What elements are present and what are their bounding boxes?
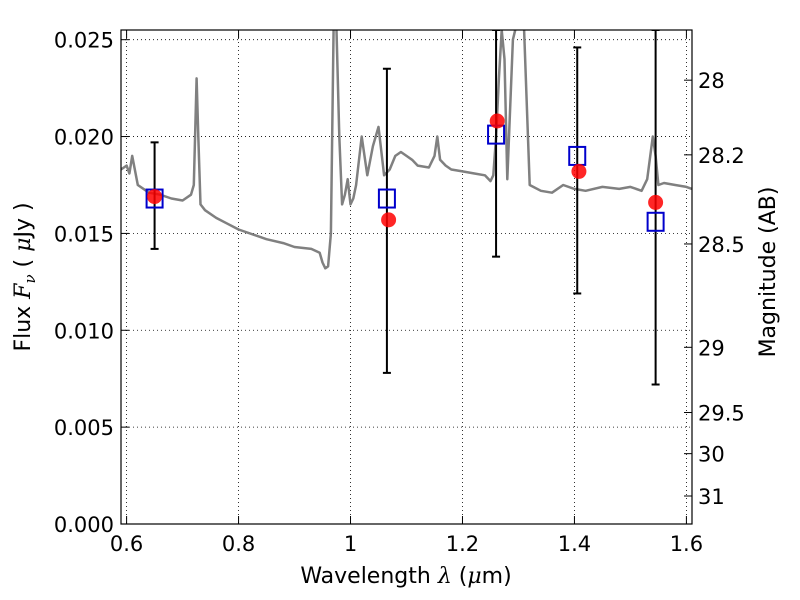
y2-tick-label: 31 — [698, 485, 725, 509]
y2-axis-label: Magnitude (AB) — [756, 187, 781, 358]
plot-frame — [120, 29, 693, 525]
y2-tick-label: 29.5 — [698, 402, 745, 426]
x-tick-label: 0.6 — [110, 532, 143, 556]
y-tick-label: 0.010 — [54, 319, 114, 343]
axis-ticks: 0.6 0.8 1 1.2 1.4 1.6 0.000 0.005 0.010 0.015 0.02… — [54, 29, 745, 556]
x-tick-label: 1.2 — [446, 532, 479, 556]
y2-tick-label: 29 — [698, 336, 725, 360]
y-axis-label: Flux Fν ( μJy ) — [11, 202, 39, 351]
spectrum-line — [121, 30, 692, 270]
y2-tick-label: 28.5 — [698, 233, 745, 257]
x-tick-label: 1 — [344, 532, 357, 556]
y-tick-label: 0.025 — [54, 29, 114, 53]
observed-marker — [377, 188, 396, 209]
model-marker — [381, 212, 397, 228]
x-tick-label: 1.4 — [558, 532, 591, 556]
model-marker — [571, 163, 587, 179]
x-axis-label: Wavelength λ (μm) — [300, 564, 511, 589]
y-tick-label: 0.015 — [54, 222, 114, 246]
y2-tick-label: 30 — [698, 443, 725, 467]
model-marker — [147, 189, 163, 205]
observed-marker — [646, 211, 665, 232]
y-tick-label: 0.020 — [54, 126, 114, 150]
y-tick-label: 0.000 — [54, 513, 114, 537]
model-marker — [489, 113, 505, 129]
y2-tick-label: 28 — [698, 69, 725, 93]
y2-tick-label: 28.2 — [698, 144, 745, 168]
y-tick-label: 0.005 — [54, 416, 114, 440]
plot-background — [121, 30, 692, 524]
spectrum-series — [121, 30, 692, 270]
model-marker — [648, 194, 664, 210]
x-tick-label: 1.6 — [670, 532, 703, 556]
x-tick-label: 0.8 — [222, 532, 255, 556]
model-points — [147, 113, 664, 228]
